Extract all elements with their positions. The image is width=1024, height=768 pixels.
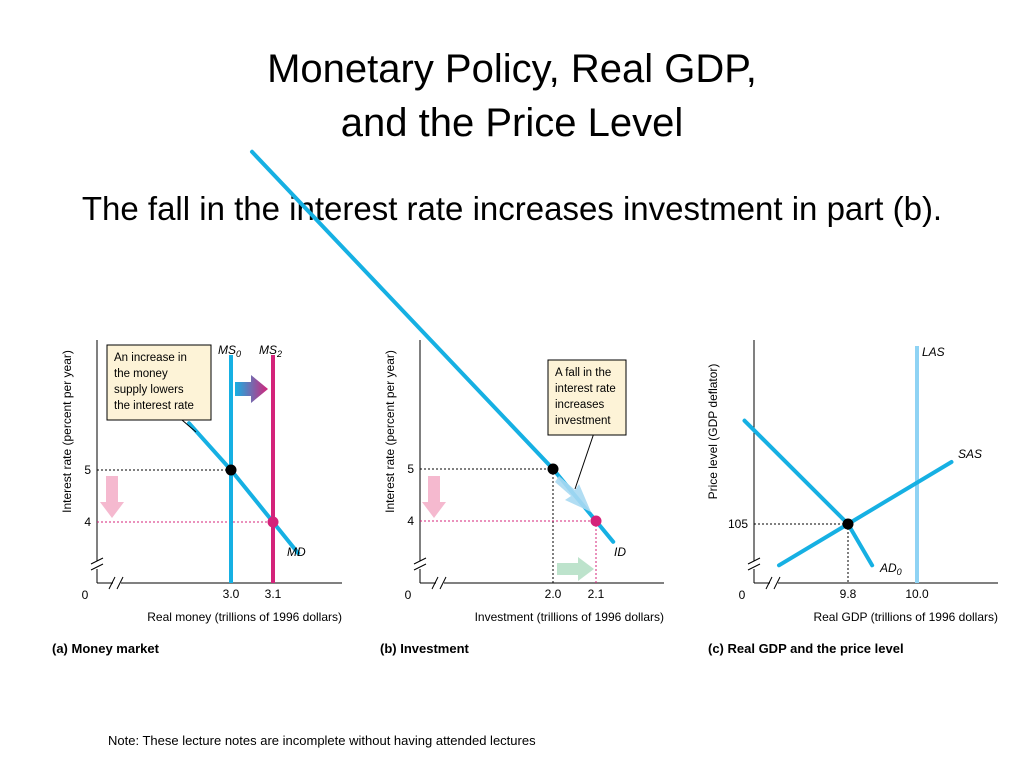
panel-a-x-tick-3.1: 3.1 bbox=[265, 587, 282, 601]
panel-a-y-tick-4: 4 bbox=[84, 515, 91, 529]
panel-c-x-break bbox=[765, 576, 781, 590]
panel-c-label-ad0: AD0 bbox=[879, 561, 902, 577]
panel-a-note-line-3: the interest rate bbox=[114, 400, 194, 412]
panel-b-note-pointer bbox=[574, 429, 596, 490]
panel-b-origin-label: 0 bbox=[405, 588, 412, 602]
panel-c-series-ad0 bbox=[742, 418, 875, 568]
panel-c-x-axis-label: Real GDP (trillions of 1996 dollars) bbox=[813, 610, 998, 624]
panel-b-y-tick-4: 4 bbox=[407, 514, 414, 528]
panel-a-equilibrium-point-1 bbox=[267, 516, 279, 528]
panel-c-origin-label: 0 bbox=[739, 588, 746, 602]
slide-title-line-2: and the Price Level bbox=[340, 101, 684, 145]
panel-c-y-axis-label: Price level (GDP deflator) bbox=[706, 364, 720, 500]
panel-c-y-break-gap bbox=[750, 561, 758, 569]
panel-b-right-arrow bbox=[557, 557, 594, 581]
slide-title: Monetary Policy, Real GDP, and the Price… bbox=[0, 42, 1024, 150]
panel-b-x-axis-label: Investment (trillions of 1996 dollars) bbox=[475, 610, 664, 624]
panel-b-note-line-0: A fall in the bbox=[555, 367, 611, 379]
panel-b-note-line-2: increases bbox=[555, 399, 604, 411]
panel-a-note-line-2: supply lowers bbox=[114, 384, 184, 396]
panel-b-down-arrow bbox=[422, 476, 446, 518]
panel-b-note-line-3: investment bbox=[555, 415, 611, 427]
panel-c-label-las: LAS bbox=[922, 345, 945, 359]
panel-a-label-ms0: MS0 bbox=[218, 343, 241, 359]
panel-a-y-break-gap bbox=[93, 561, 101, 569]
panel-a-x-break-gap bbox=[113, 579, 121, 587]
panel-a-note-box bbox=[106, 344, 212, 421]
panel-a-note-line-0: An increase in bbox=[114, 352, 187, 364]
panel-c-y-break bbox=[747, 557, 761, 571]
panel-c-equilibrium-point-0 bbox=[842, 518, 854, 530]
panel-b-y-break bbox=[413, 557, 427, 571]
panel-b-y-break-gap bbox=[416, 561, 424, 569]
panel-c-caption: (c) Real GDP and the price level bbox=[708, 641, 904, 656]
panel-a-x-axis-label: Real money (trillions of 1996 dollars) bbox=[147, 610, 342, 624]
panel-c-x-break-gap bbox=[770, 579, 778, 587]
panel-b-y-tick-5: 5 bbox=[407, 462, 414, 476]
panel-a-y-axis-label: Interest rate (percent per year) bbox=[60, 350, 74, 513]
panel-c-label-sas: SAS bbox=[958, 447, 982, 461]
panel-a-x-tick-3.0: 3.0 bbox=[223, 587, 240, 601]
panel-a-y-break bbox=[90, 557, 104, 571]
panel-b-x-tick-2.0: 2.0 bbox=[545, 587, 562, 601]
panel-b-y-axis-label: Interest rate (percent per year) bbox=[383, 350, 397, 513]
panel-a-note-pointer bbox=[181, 419, 197, 433]
panel-a-equilibrium-point-0 bbox=[225, 464, 237, 476]
panel-a-y-tick-5: 5 bbox=[84, 463, 91, 477]
panel-a-shift-arrow bbox=[235, 375, 268, 403]
slide-subtitle: The fall in the interest rate increases … bbox=[81, 190, 943, 227]
panel-c-x-tick-10.0: 10.0 bbox=[905, 587, 929, 601]
panel-b-caption: (b) Investment bbox=[380, 641, 470, 656]
panel-c-y-tick-105: 105 bbox=[728, 517, 748, 531]
panel-a-note-line-1: the money bbox=[114, 368, 168, 380]
panel-a-x-break bbox=[108, 576, 124, 590]
panel-b-move-arrow bbox=[555, 476, 591, 512]
panel-a-origin-label: 0 bbox=[82, 588, 89, 602]
panel-a-label-md: MD bbox=[287, 545, 306, 559]
panel-b-x-break-gap bbox=[436, 579, 444, 587]
footnote: Note: These lecture notes are incomplete… bbox=[108, 733, 536, 748]
panel-b-label-id: ID bbox=[614, 545, 626, 559]
slide-title-line-1: Monetary Policy, Real GDP, bbox=[267, 47, 757, 91]
panel-b-x-tick-2.1: 2.1 bbox=[588, 587, 605, 601]
panel-b-equilibrium-point-0 bbox=[547, 463, 559, 475]
panel-c-x-tick-9.8: 9.8 bbox=[840, 587, 857, 601]
panel-a-caption: (a) Money market bbox=[52, 641, 160, 656]
panel-b-note-box bbox=[547, 359, 627, 436]
panel-a-label-ms2: MS2 bbox=[259, 343, 282, 359]
panel-a-series-md bbox=[187, 421, 301, 556]
panel-a-down-arrow bbox=[100, 476, 124, 518]
panel-b-note-line-1: interest rate bbox=[555, 383, 616, 395]
panel-b-equilibrium-point-1 bbox=[590, 515, 602, 527]
panel-b-x-break bbox=[431, 576, 447, 590]
